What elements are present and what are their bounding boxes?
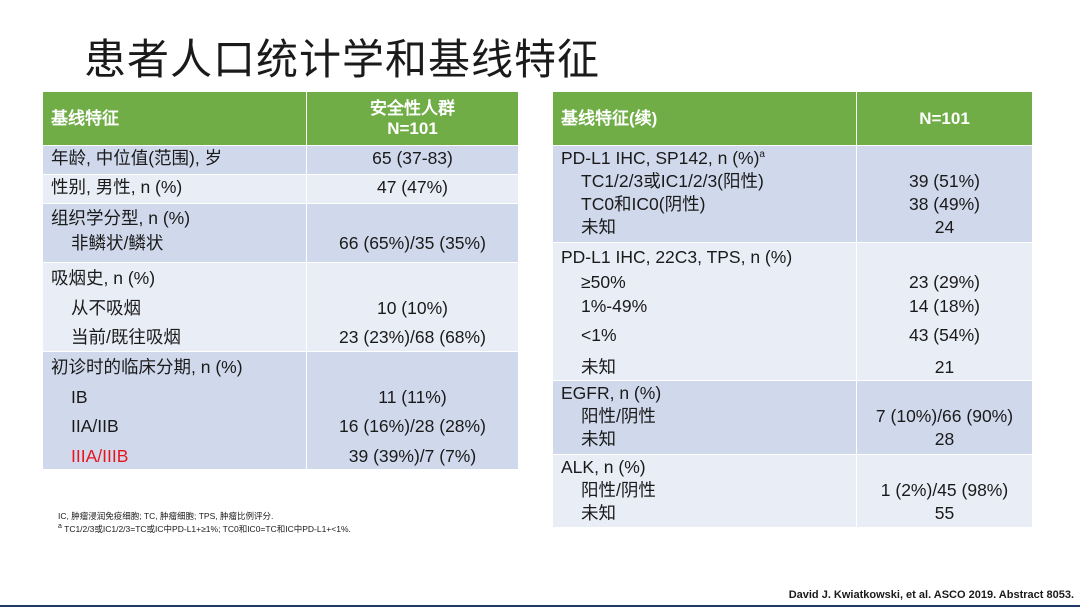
sub-value: 11 (11%) (378, 386, 447, 407)
table-row: 年龄, 中位值(范围), 岁 65 (37-83) (42, 145, 519, 175)
table-row: 吸烟史, n (%) 从不吸烟 当前/既往吸烟 10 (10%) 23 (23%… (42, 262, 519, 352)
baseline-table-left: 基线特征 安全性人群 N=101 年龄, 中位值(范围), 岁 65 (37-8… (42, 91, 519, 470)
header-baseline-characteristic: 基线特征 (42, 91, 307, 146)
footnotes: IC, 肿瘤浸润免疫细胞; TC, 肿瘤细胞; TPS, 肿瘤比例评分. a T… (58, 510, 351, 536)
footnote-a: a TC1/2/3或IC1/2/3=TC或IC中PD-L1+≥1%; TC0和I… (58, 523, 351, 536)
sub-label: 未知 (581, 217, 616, 237)
sub-value: 16 (16%)/28 (28%) (339, 416, 486, 436)
sub-label: 未知 (581, 428, 616, 449)
row-label: EGFR, n (%) (561, 382, 662, 403)
sub-value: 43 (54%) (908, 324, 980, 345)
sub-value: 7 (10%)/66 (90%) (875, 405, 1014, 426)
sub-label: IIA/IIB (71, 416, 119, 436)
sub-value: 28 (934, 428, 955, 449)
table-row: EGFR, n (%) 阳性/阴性 未知 7 (10%)/66 (90%) 28 (552, 379, 1033, 455)
header-baseline-characteristic-cont: 基线特征(续) (552, 91, 857, 146)
sub-label: ≥50% (581, 271, 626, 292)
header-safety-population-label: 安全性人群 (370, 98, 455, 118)
row-label: PD-L1 IHC, SP142, n (%) (561, 148, 760, 168)
header-n-count: N=101 (856, 91, 1033, 146)
sub-value: 23 (23%)/68 (68%) (339, 327, 486, 347)
row-label: 初诊时的临床分期, n (%) (51, 357, 243, 377)
header-n-count: N=101 (387, 118, 438, 138)
baseline-table-right: 基线特征(续) N=101 PD-L1 IHC, SP142, n (%)a T… (552, 91, 1033, 528)
row-label: 年龄, 中位值(范围), 岁 (42, 145, 307, 175)
row-label: 组织学分型, n (%) (51, 208, 191, 228)
footnote-a-text: TC1/2/3或IC1/2/3=TC或IC中PD-L1+≥1%; TC0和IC0… (64, 524, 351, 534)
row-label: PD-L1 IHC, 22C3, TPS, n (%) (561, 247, 793, 267)
bottom-rule (0, 605, 1080, 607)
citation: David J. Kwiatkowski, et al. ASCO 2019. … (788, 589, 1074, 601)
sub-label: 从不吸烟 (71, 297, 141, 318)
sub-label: IB (71, 386, 88, 407)
footnote-abbreviations: IC, 肿瘤浸润免疫细胞; TC, 肿瘤细胞; TPS, 肿瘤比例评分. (58, 511, 274, 521)
sub-value: 10 (10%) (376, 297, 448, 318)
row-label: ALK, n (%) (561, 456, 646, 477)
sub-label: 阳性/阴性 (581, 479, 656, 500)
sub-value: 55 (934, 502, 955, 523)
sub-value: 23 (29%) (908, 271, 980, 292)
sub-label: TC0和IC0(阴性) (581, 194, 706, 214)
table-row: ALK, n (%) 阳性/阴性 未知 1 (2%)/45 (98%) 55 (552, 453, 1033, 528)
sub-value: 24 (934, 217, 955, 237)
footnote-marker: a (759, 149, 765, 161)
sub-label: 非鳞状/鳞状 (71, 232, 164, 253)
table-row: PD-L1 IHC, SP142, n (%)a TC1/2/3或IC1/2/3… (552, 145, 1033, 243)
sub-label: TC1/2/3或IC1/2/3(阳性) (581, 171, 764, 191)
sub-label: <1% (581, 324, 617, 345)
sub-label: 未知 (581, 357, 616, 377)
sub-label: 未知 (581, 502, 616, 523)
sub-label-highlighted: IIIA/IIIB (71, 445, 129, 466)
sub-label: 阳性/阴性 (581, 405, 656, 426)
table-row: 性别, 男性, n (%) 47 (47%) (42, 174, 519, 204)
sub-value: 39 (51%) (908, 171, 980, 191)
sub-value: 66 (65%)/35 (35%) (339, 232, 486, 253)
header-safety-population: 安全性人群 N=101 (306, 91, 519, 146)
row-value: 65 (37-83) (306, 145, 519, 175)
sub-label: 1%-49% (581, 296, 648, 316)
table-row: 初诊时的临床分期, n (%) IB IIA/IIB IIIA/IIIB 11 … (42, 351, 519, 470)
row-value: 47 (47%) (306, 174, 519, 204)
sub-value: 39 (39%)/7 (7%) (348, 445, 477, 466)
row-label: 吸烟史, n (%) (51, 268, 156, 288)
sub-value: 14 (18%) (908, 296, 980, 316)
table-row: 组织学分型, n (%) 非鳞状/鳞状 66 (65%)/35 (35%) (42, 203, 519, 263)
sub-label: 当前/既往吸烟 (71, 327, 181, 347)
slide-title: 患者人口统计学和基线特征 (84, 35, 601, 84)
sub-value: 38 (49%) (908, 194, 980, 214)
footnote-marker: a (58, 523, 62, 531)
row-label: 性别, 男性, n (%) (42, 174, 307, 204)
sub-value: 21 (934, 357, 955, 377)
table-row: PD-L1 IHC, 22C3, TPS, n (%) ≥50% 1%-49% … (552, 242, 1033, 381)
sub-value: 1 (2%)/45 (98%) (880, 479, 1009, 500)
